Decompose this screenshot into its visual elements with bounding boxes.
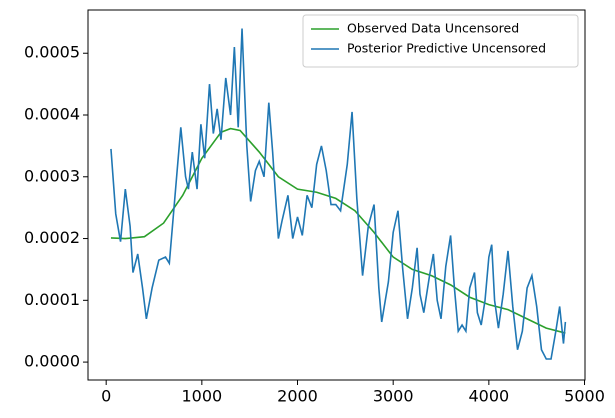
x-tick-label: 3000: [373, 387, 414, 406]
x-tick-label: 0: [101, 387, 111, 406]
x-tick-label: 2000: [277, 387, 318, 406]
x-tick-label: 4000: [468, 387, 509, 406]
x-tick-label: 5000: [564, 387, 605, 406]
y-tick-label: 0.0003: [24, 166, 80, 185]
y-tick-label: 0.0002: [24, 228, 80, 247]
x-tick-label: 1000: [181, 387, 222, 406]
legend-box: [302, 14, 579, 68]
line-series: [110, 28, 567, 360]
legend-label: Observed Data Uncensored: [347, 21, 519, 36]
y-tick-label: 0.0000: [24, 352, 80, 371]
legend-label: Posterior Predictive Uncensored: [347, 41, 546, 56]
plot-frame: [87, 9, 586, 381]
line-series: [110, 127, 566, 334]
y-tick-label: 0.0004: [24, 105, 80, 124]
legend: Observed Data Uncensored Posterior Predic…: [302, 14, 579, 68]
y-tick-label: 0.0005: [24, 43, 80, 62]
y-tick-label: 0.0001: [24, 290, 80, 309]
